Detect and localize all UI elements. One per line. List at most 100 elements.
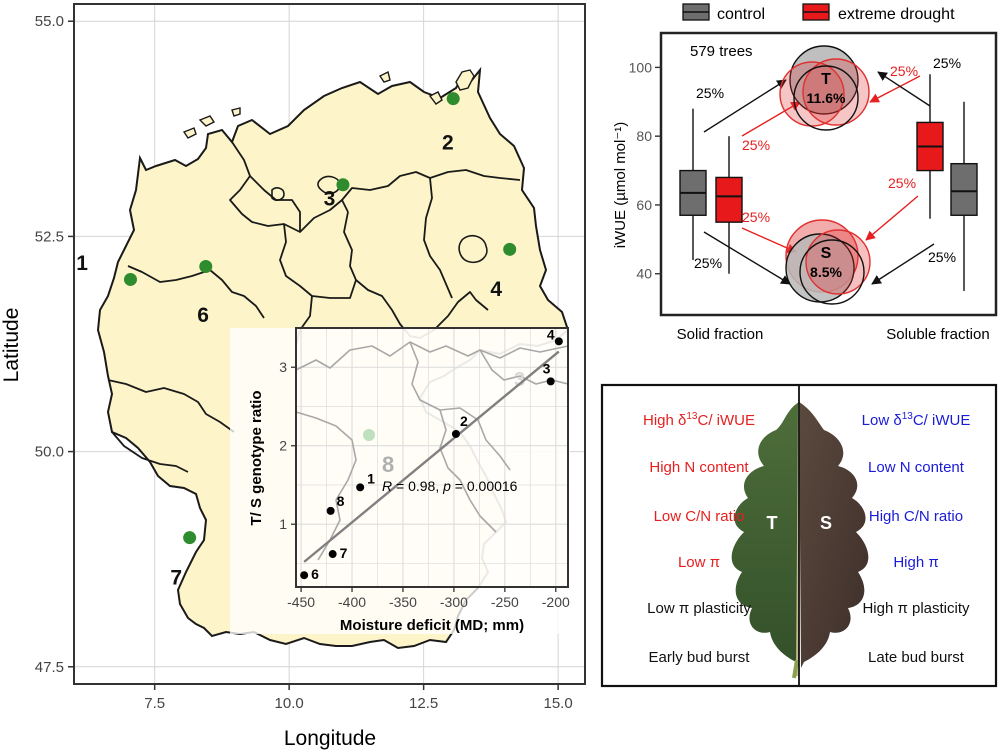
inset-bg-label: 8 (382, 452, 394, 477)
inset-fit-line (303, 350, 560, 563)
iwue-y-label: iWUE (µmol mol⁻¹) (612, 122, 629, 249)
iwue-boxes (679, 74, 978, 291)
map-y-tick-label: 55.0 (35, 13, 64, 30)
inset-point-4 (554, 337, 563, 346)
venn-T-red-circle-1 (802, 58, 870, 126)
map-y-tick-label: 50.0 (35, 444, 64, 461)
leaf-S-label: S (820, 513, 832, 533)
leaf-trait-sup: 13 (902, 411, 914, 422)
map-x-tick-label: 7.5 (144, 695, 165, 712)
box-drought-soluble (916, 74, 944, 219)
iwue-category-soluble: Soluble fraction (886, 326, 989, 343)
inset-point-label-7: 7 (340, 545, 348, 561)
map-y-ticks: 47.5 50.0 52.5 55.0 (35, 13, 74, 676)
iwue-y-ticks: 40 60 80 100 (629, 59, 661, 282)
arrow-soluble-control-to-T (877, 71, 931, 107)
leaf-trait-T-5: Low π plasticity (647, 600, 751, 617)
iwue-y-tick-label: 40 (636, 266, 652, 282)
inset-point-label-4: 4 (547, 326, 555, 342)
leaf-trait-text: Low π (678, 554, 720, 571)
leaf-trait-S-3: High C/N ratio (869, 508, 963, 525)
leaf-traits-S: Low δ13C/ iWUE Low N content High C/N rati… (862, 411, 971, 666)
map-x-label: Longitude (284, 727, 376, 750)
inset-y-tick-label: 1 (279, 516, 287, 532)
leaf-trait-S-2: Low N content (868, 459, 965, 476)
pct-solid-drought-top: 25% (742, 137, 770, 153)
inset-y-ticks: 1 2 3 (279, 359, 296, 532)
inset-p-value: = 0.00016 (451, 478, 518, 494)
leaf-trait-T-4: Low π (678, 554, 720, 571)
map-y-label: Latitude (0, 308, 23, 383)
arrow-solid-control-to-T (703, 79, 787, 133)
venn-T-black-circle (793, 65, 859, 131)
map-sites: 1 6 3 2 4 7 (76, 92, 517, 589)
iwue-trees-label: 579 trees (690, 43, 753, 60)
leaf-petiole (792, 659, 799, 679)
pct-solid-control-top: 25% (696, 85, 724, 101)
box-body (950, 162, 978, 216)
map-x-tick-label: 15.0 (544, 695, 573, 712)
map-site-label-1: 1 (76, 252, 88, 275)
map-site-2 (446, 92, 460, 106)
leaf-trait-T-3: Low C/N ratio (654, 508, 745, 525)
map-x-tick-label: 10.0 (275, 695, 304, 712)
venn-S: S 8.5% (785, 219, 871, 305)
iwue-y-tick-label: 80 (636, 128, 652, 144)
box-body (715, 176, 743, 223)
leaf-trait-text: High π (893, 554, 938, 571)
leaf-left-half (731, 402, 799, 668)
coast-islands (182, 69, 475, 139)
iwue-y-tick-label: 100 (629, 59, 653, 75)
inset-point-label-2: 2 (460, 413, 468, 429)
leaf-trait-S-4: High π (893, 554, 938, 571)
map-x-tick-label: 12.5 (409, 695, 438, 712)
leaf-trait-text: High π plasticity (862, 600, 970, 617)
map-site-3 (336, 178, 350, 192)
leaf-trait-T-1: High δ13C/ iWUE (643, 411, 755, 429)
map-frame (73, 3, 586, 685)
city-states (271, 175, 488, 264)
map-site-label-6: 6 (197, 304, 209, 327)
inset-x-label: Moisture deficit (MD; mm) (340, 617, 524, 634)
inset-y-label: T/ S genotype ratio (248, 390, 265, 525)
legend: control extreme drought (682, 3, 955, 23)
leaf-T-label: T (767, 513, 778, 533)
map-site-label-7: 7 (170, 566, 182, 589)
venn-S-black-circle (799, 239, 865, 305)
arrow-solid-drought-to-T (741, 101, 801, 137)
map-site-label-3: 3 (324, 188, 336, 211)
legend-label-control: control (717, 6, 765, 23)
map-site-4 (503, 242, 517, 256)
leaf-traits-T: High δ13C/ iWUE High N content Low C/N rat… (643, 411, 755, 666)
leaf-trait-text-post: C/ iWUE (913, 412, 971, 429)
map-x-ticks: 7.5 10.0 12.5 15.0 (144, 684, 573, 712)
venn-T-pct: 11.6% (807, 90, 846, 106)
leaf-trait-text: Low δ (862, 412, 902, 429)
leaf-trait-text: Low π plasticity (647, 600, 751, 617)
leaf-trait-text: Early bud burst (649, 649, 751, 666)
arrow-soluble-drought-to-S (865, 195, 919, 241)
pct-solid-control-bottom: 25% (694, 255, 722, 271)
map-site-label-4: 4 (490, 278, 502, 301)
pct-soluble-drought-bottom: 25% (888, 175, 916, 191)
iwue-pct-labels: 25% 25% 25% 25% 25% 25% 25% 25% (694, 55, 961, 271)
leaf-trait-text: High δ (643, 412, 686, 429)
inset-y-tick-label: 2 (279, 438, 287, 454)
inset-annotation: R = 0.98, p = 0.00016 (382, 478, 518, 494)
arrow-soluble-control-to-S (871, 243, 935, 285)
leaf-trait-T-2: High N content (649, 459, 749, 476)
leaf-right-half (799, 402, 869, 668)
inset-x-tick-label: -300 (440, 594, 468, 610)
map-site-6 (199, 260, 213, 274)
legend-item-control: control (682, 3, 765, 23)
map-y-tick-label: 52.5 (35, 228, 64, 245)
inset-point-1 (356, 483, 365, 492)
leaf-trait-text-post: C/ iWUE (698, 412, 756, 429)
oak-leaf-illustration: T S (731, 386, 869, 685)
inset-point-2 (451, 429, 460, 438)
inset-x-tick-label: -200 (542, 594, 570, 610)
pct-soluble-drought-top: 25% (890, 63, 918, 79)
iwue-panel: 40 60 80 100 iWUE (µmol mol⁻¹) 579 trees T … (612, 31, 998, 343)
